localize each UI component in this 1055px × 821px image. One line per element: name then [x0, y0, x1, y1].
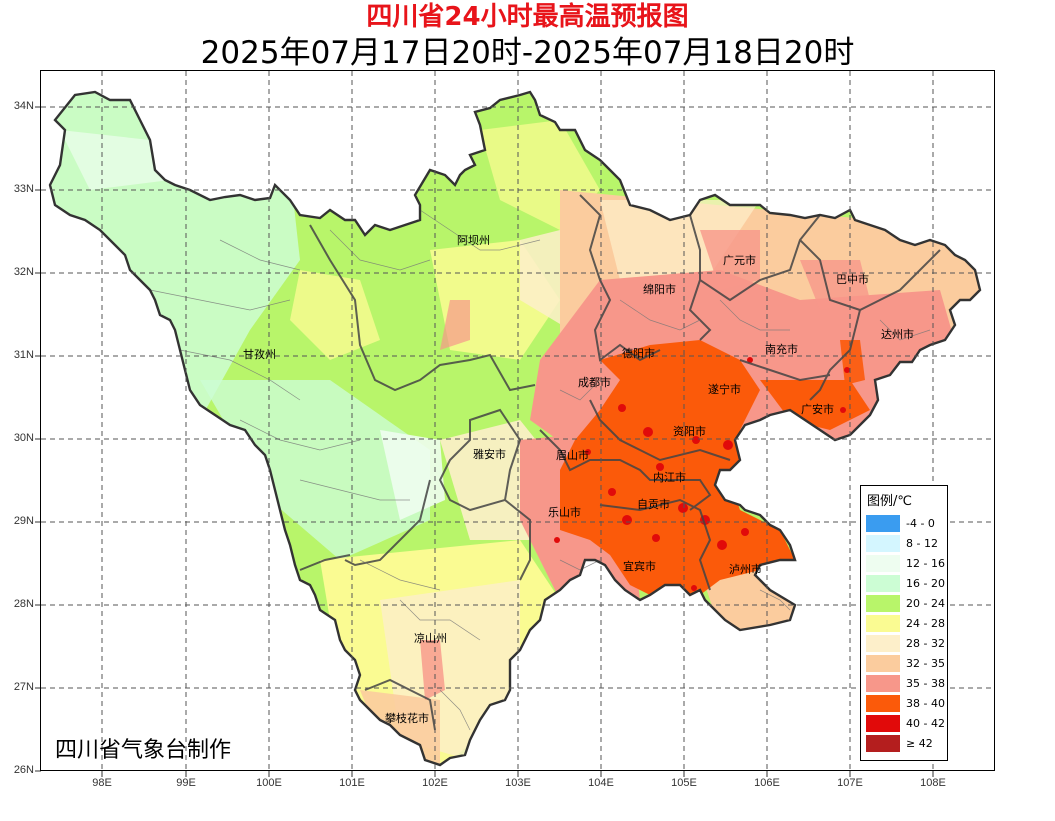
region-label: 甘孜州	[243, 348, 276, 361]
legend-swatch	[866, 555, 900, 572]
lon-tick-98e: 98E	[92, 777, 112, 789]
legend-label: 32 - 35	[906, 657, 945, 670]
lon-tick-100e: 100E	[256, 777, 282, 789]
lon-tick-106e: 106E	[754, 777, 780, 789]
lat-tick-33n: 33N	[13, 183, 34, 195]
region-label: 宜宾市	[623, 560, 656, 573]
legend-label: -4 - 0	[906, 517, 935, 530]
legend-label: ≥ 42	[906, 737, 933, 750]
legend-swatch	[866, 695, 900, 712]
region-label: 德阳市	[622, 347, 655, 360]
lat-tick-29n: 29N	[13, 515, 34, 527]
legend-swatch	[866, 615, 900, 632]
lon-tick-107e: 107E	[837, 777, 863, 789]
legend-item: 16 - 20	[866, 575, 946, 593]
legend-item: 8 - 12	[866, 535, 946, 553]
legend-label: 35 - 38	[906, 677, 945, 690]
legend-item: 38 - 40	[866, 695, 946, 713]
legend-label: 20 - 24	[906, 597, 945, 610]
legend-swatch	[866, 735, 900, 752]
legend-item: ≥ 42	[866, 735, 946, 753]
legend-label: 16 - 20	[906, 577, 945, 590]
region-label: 阿坝州	[457, 234, 490, 247]
legend-item: 24 - 28	[866, 615, 946, 633]
region-label: 巴中市	[836, 273, 869, 286]
lat-tick-34n: 34N	[13, 100, 34, 112]
legend-item: 32 - 35	[866, 655, 946, 673]
map-title: 四川省24小时最高温预报图	[366, 2, 689, 32]
lat-tick-30n: 30N	[13, 432, 34, 444]
legend-label: 12 - 16	[906, 557, 945, 570]
legend-title: 图例/℃	[867, 494, 912, 509]
lon-tick-108e: 108E	[920, 777, 946, 789]
legend-item: 28 - 32	[866, 635, 946, 653]
region-label: 自贡市	[637, 498, 670, 511]
legend-swatch	[866, 675, 900, 692]
legend-swatch	[866, 515, 900, 532]
lon-tick-99e: 99E	[176, 777, 196, 789]
legend-item: 40 - 42	[866, 715, 946, 733]
region-label: 乐山市	[548, 506, 581, 519]
legend-swatch	[866, 535, 900, 552]
legend-swatch	[866, 595, 900, 612]
lat-tick-32n: 32N	[13, 266, 34, 278]
lon-tick-104e: 104E	[588, 777, 614, 789]
producer-credit: 四川省气象台制作	[55, 738, 232, 763]
region-label: 广元市	[723, 254, 756, 267]
lat-tick-28n: 28N	[13, 598, 34, 610]
legend-item: -4 - 0	[866, 515, 946, 533]
map-frame	[40, 70, 995, 771]
legend-label: 8 - 12	[906, 537, 938, 550]
lon-tick-101e: 101E	[339, 777, 365, 789]
lon-tick-105e: 105E	[671, 777, 697, 789]
region-label: 遂宁市	[708, 383, 741, 396]
legend-item: 12 - 16	[866, 555, 946, 573]
legend-swatch	[866, 715, 900, 732]
region-label: 泸州市	[729, 563, 762, 576]
lat-tick-26n: 26N	[13, 764, 34, 776]
legend-item: 20 - 24	[866, 595, 946, 613]
region-label: 攀枝花市	[385, 712, 429, 725]
legend-label: 40 - 42	[906, 717, 945, 730]
region-label: 达州市	[881, 328, 914, 341]
legend-label: 24 - 28	[906, 617, 945, 630]
region-label: 成都市	[578, 376, 611, 389]
legend-swatch	[866, 635, 900, 652]
legend-item: 35 - 38	[866, 675, 946, 693]
legend-label: 38 - 40	[906, 697, 945, 710]
lon-tick-102e: 102E	[422, 777, 448, 789]
forecast-period: 2025年07月17日20时-2025年07月18日20时	[200, 35, 855, 71]
region-label: 资阳市	[673, 425, 706, 438]
lat-tick-31n: 31N	[13, 349, 34, 361]
lat-tick-27n: 27N	[13, 681, 34, 693]
legend: 图例/℃ -4 - 0 8 - 12 12 - 16 16 - 20 20 - …	[860, 485, 948, 761]
region-label: 内江市	[653, 471, 686, 484]
region-label: 凉山州	[414, 632, 447, 645]
legend-label: 28 - 32	[906, 637, 945, 650]
region-label: 绵阳市	[643, 283, 676, 296]
region-label: 南充市	[765, 343, 798, 356]
region-label: 广安市	[801, 403, 834, 416]
legend-swatch	[866, 575, 900, 592]
region-label: 眉山市	[556, 449, 589, 462]
region-label: 雅安市	[473, 448, 506, 461]
lon-tick-103e: 103E	[505, 777, 531, 789]
legend-swatch	[866, 655, 900, 672]
